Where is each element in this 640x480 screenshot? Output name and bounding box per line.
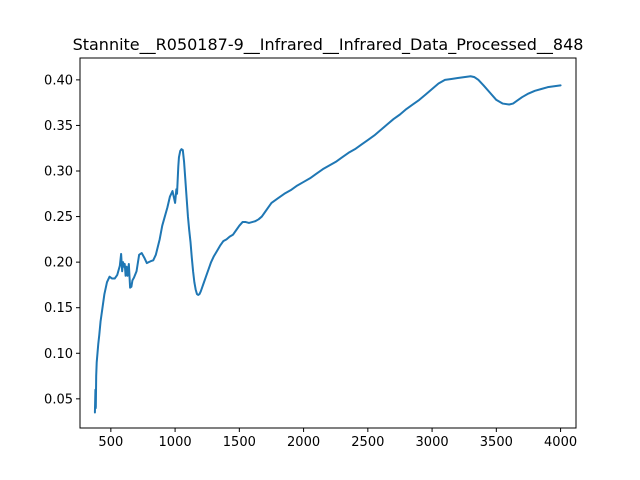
x-tick-label: 4000 (544, 435, 577, 450)
y-tick-label: 0.10 (44, 347, 73, 362)
x-tick-label: 3000 (416, 435, 449, 450)
y-axis: 0.05 0.10 0.15 0.20 0.25 0.30 0.35 0.40 (44, 73, 80, 407)
y-tick-label: 0.35 (44, 119, 73, 134)
x-tick-label: 3500 (480, 435, 513, 450)
x-tick-label: 1000 (159, 435, 192, 450)
y-tick-label: 0.30 (44, 165, 73, 180)
x-tick-label: 1500 (223, 435, 256, 450)
x-tick-label: 2500 (351, 435, 384, 450)
chart-title: Stannite__R050187-9__Infrared__Infrared_… (73, 35, 584, 55)
plot-frame (79, 57, 577, 429)
y-tick-label: 0.05 (44, 392, 73, 407)
x-tick-label: 2000 (287, 435, 320, 450)
y-tick-label: 0.40 (44, 73, 73, 88)
y-tick-label: 0.20 (44, 256, 73, 271)
series-line (93, 75, 562, 414)
x-axis: 500 1000 1500 2000 2500 3000 3500 4000 (98, 428, 577, 450)
y-tick-label: 0.25 (44, 210, 73, 225)
y-tick-label: 0.15 (44, 301, 73, 316)
x-tick-label: 500 (98, 435, 123, 450)
